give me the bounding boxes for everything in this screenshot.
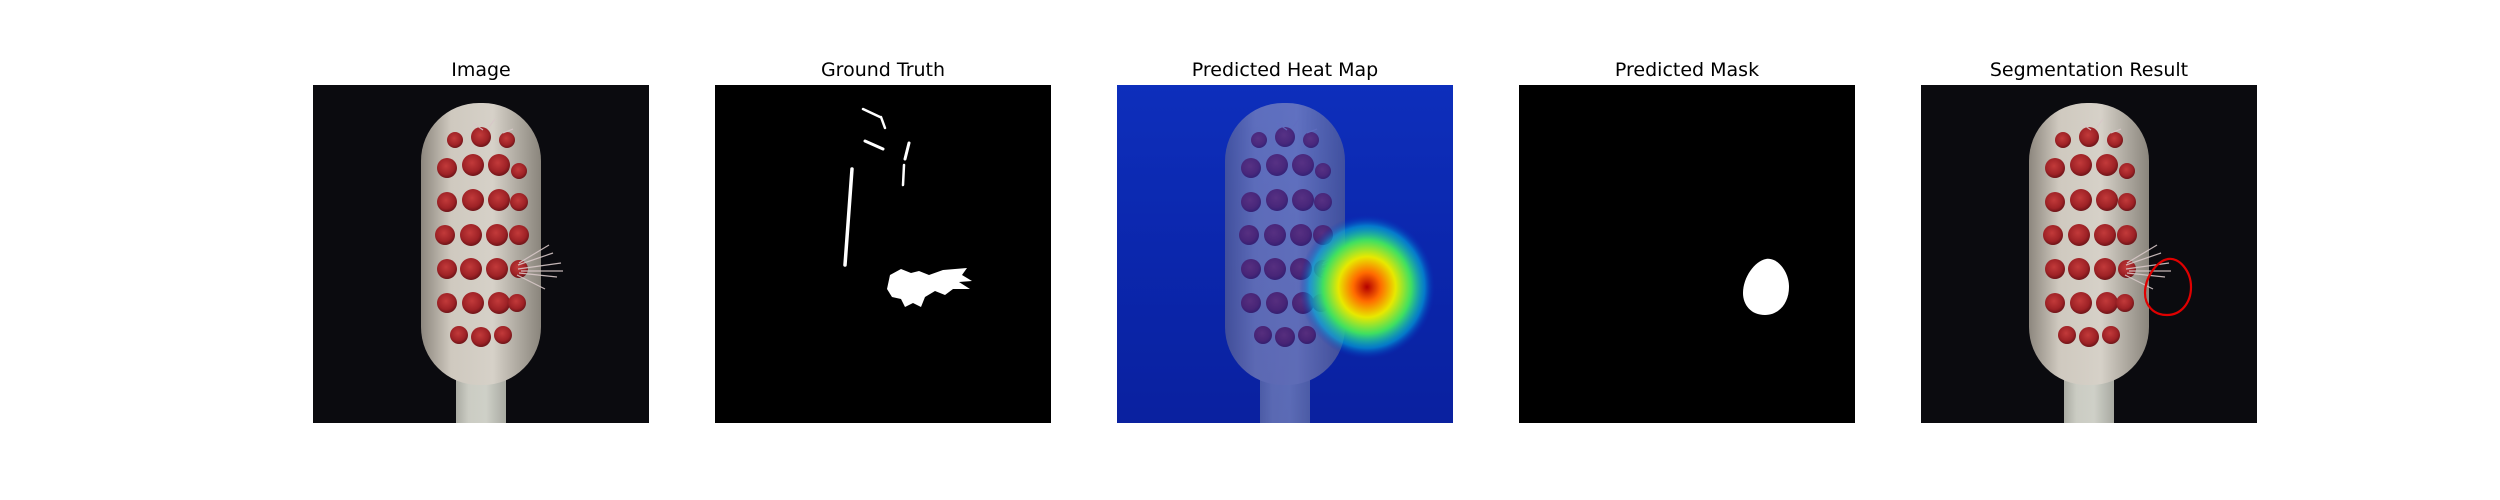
- heatmap-hotspot: [1299, 215, 1435, 359]
- predicted-mask-region: [1743, 258, 1789, 315]
- ground-truth-defect-region: [887, 268, 972, 307]
- panel-predicted-mask: Predicted Mask: [1519, 0, 1855, 500]
- predicted-mask: [1519, 85, 1855, 423]
- panel-title: Predicted Mask: [1614, 59, 1760, 81]
- panel-segmentation-result: Segmentation Result: [1921, 0, 2257, 500]
- segmentation-contour: [2143, 257, 2193, 317]
- panel-title: Image: [451, 59, 511, 81]
- panel-title: Ground Truth: [820, 59, 946, 81]
- panel-title: Segmentation Result: [1989, 59, 2189, 81]
- panel-image: Image: [313, 0, 649, 500]
- toothbrush-photo: [313, 85, 649, 423]
- panel-title: Predicted Heat Map: [1191, 59, 1379, 81]
- panel-heatmap: Predicted Heat Map: [1117, 0, 1453, 500]
- predicted-heatmap: [1117, 85, 1453, 423]
- panel-ground-truth: Ground Truth: [715, 0, 1051, 500]
- ground-truth-mask: [715, 85, 1051, 423]
- segmentation-result: [1921, 85, 2257, 423]
